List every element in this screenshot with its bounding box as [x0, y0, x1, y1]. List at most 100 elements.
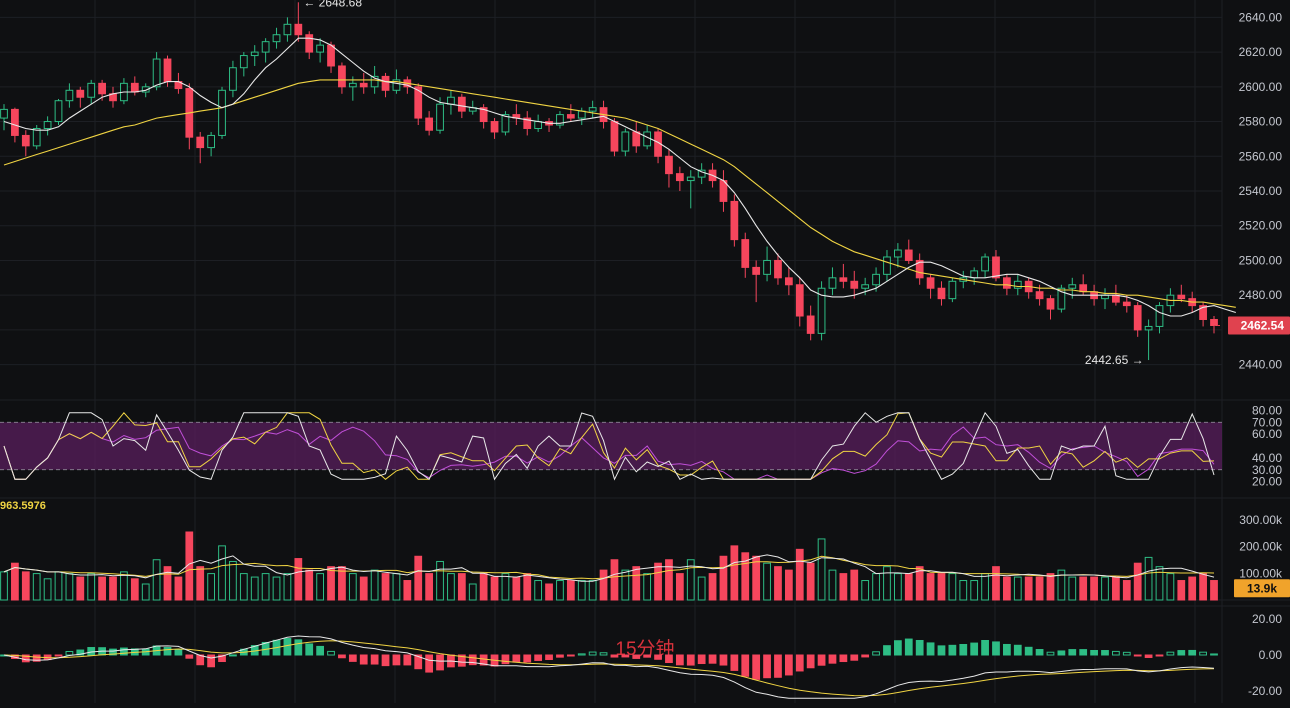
- candle-body: [872, 273, 880, 286]
- macd-bar: [87, 647, 96, 656]
- candle-body: [425, 117, 434, 131]
- macd-bar: [752, 654, 761, 680]
- macd-bar: [577, 653, 586, 656]
- candle-body: [392, 79, 401, 91]
- volume-bar: [719, 555, 728, 601]
- volume-bar: [654, 562, 662, 601]
- volume-bar: [752, 555, 761, 601]
- volume-bar: [261, 573, 270, 601]
- candle-body: [414, 86, 423, 119]
- macd-bar: [1003, 643, 1011, 656]
- volume-bar: [1024, 576, 1033, 601]
- candle-body: [1133, 305, 1142, 331]
- price-tick-label: 2500.00: [1239, 253, 1283, 267]
- price-tick-label: 2480.00: [1239, 288, 1283, 302]
- volume-bar: [686, 559, 695, 601]
- last-volume-box: [1234, 579, 1290, 598]
- volume-bar: [1188, 576, 1197, 601]
- macd-bar: [1210, 653, 1218, 656]
- candle-body: [904, 249, 913, 261]
- volume-bar: [1155, 566, 1164, 601]
- volume-bar: [523, 573, 532, 601]
- volume-bar: [610, 559, 619, 601]
- macd-bar: [54, 654, 63, 657]
- moving-average-lines: [3, 37, 1236, 317]
- candle-body: [970, 270, 979, 279]
- macd-bar: [632, 654, 641, 659]
- candle-body: [730, 200, 739, 241]
- volume-bar: [32, 573, 41, 601]
- volume-bar: [577, 580, 586, 601]
- candle-body: [632, 131, 641, 147]
- price-tick-label: 2440.00: [1239, 358, 1283, 372]
- candle-body: [806, 315, 815, 334]
- macd-bar: [207, 654, 215, 668]
- candle-body: [21, 134, 30, 147]
- volume-bar: [1046, 573, 1055, 601]
- candle-body: [294, 23, 303, 36]
- candle-body: [152, 58, 161, 88]
- macd-bar: [294, 639, 303, 656]
- macd-bar: [1035, 649, 1044, 656]
- candle-body: [98, 82, 106, 95]
- candle-body: [621, 131, 630, 152]
- candle-body: [839, 277, 848, 282]
- volume-bar: [534, 580, 543, 601]
- rsi-lines: [3, 411, 1215, 481]
- volume-bar: [1079, 576, 1088, 601]
- candle-body: [1003, 277, 1011, 289]
- candle-body: [1177, 294, 1186, 300]
- volume-bar: [1199, 573, 1207, 601]
- macd-bar: [436, 654, 444, 671]
- volume-bar: [359, 576, 368, 601]
- volume-bar: [54, 571, 63, 601]
- candle-body: [1155, 305, 1164, 327]
- last-price-value: 2462.54: [1241, 318, 1285, 332]
- volume-bar: [850, 569, 859, 601]
- candle-body: [316, 44, 325, 53]
- candle-body: [207, 134, 215, 149]
- macd-bar: [316, 645, 325, 656]
- macd-bar: [741, 654, 750, 677]
- candle-body: [283, 23, 292, 36]
- candle-body: [87, 82, 96, 98]
- macd-bar: [109, 648, 117, 656]
- candle-body: [0, 108, 8, 119]
- volume-bar: [1166, 573, 1175, 601]
- rsi-tick-label: 30.00: [1252, 463, 1282, 477]
- ma-slow-line: [3, 79, 1236, 308]
- volume-bar: [436, 560, 444, 601]
- macd-bar: [1188, 649, 1197, 656]
- macd-bar: [948, 644, 957, 656]
- candle-body: [76, 89, 85, 98]
- volume-bar: [250, 576, 259, 601]
- macd-bar: [545, 654, 553, 661]
- macd-bar: [32, 654, 41, 662]
- candle-body: [447, 96, 455, 105]
- candle-body: [218, 89, 226, 136]
- volume-ma-slow: [3, 555, 1215, 580]
- volume-bar: [120, 571, 128, 601]
- macd-bar: [185, 654, 194, 659]
- volume-bar: [272, 576, 281, 601]
- volume-bar: [87, 573, 96, 601]
- macd-bar: [588, 651, 597, 656]
- candle-body: [697, 169, 706, 178]
- macd-bar: [370, 654, 379, 665]
- candle-body: [229, 67, 237, 91]
- candle-body: [1035, 291, 1044, 300]
- high-marker: ← 2648.68: [303, 0, 362, 9]
- price-axis[interactable]: 2640.00 2620.00 2600.00 2580.00 2560.00 2540.…: [1239, 10, 1283, 371]
- macd-bar: [512, 654, 521, 663]
- candle-body: [327, 44, 335, 67]
- rsi-tick-label: 60.00: [1252, 427, 1282, 441]
- macd-bar: [599, 652, 608, 656]
- macd-bar: [1090, 649, 1098, 656]
- volume-bar: [1133, 562, 1142, 601]
- macd-bar: [305, 643, 314, 656]
- volume-bar: [817, 538, 826, 601]
- volume-tick-label: 100.00k: [1239, 566, 1283, 580]
- candle-body: [436, 103, 444, 131]
- volume-bar: [348, 573, 357, 601]
